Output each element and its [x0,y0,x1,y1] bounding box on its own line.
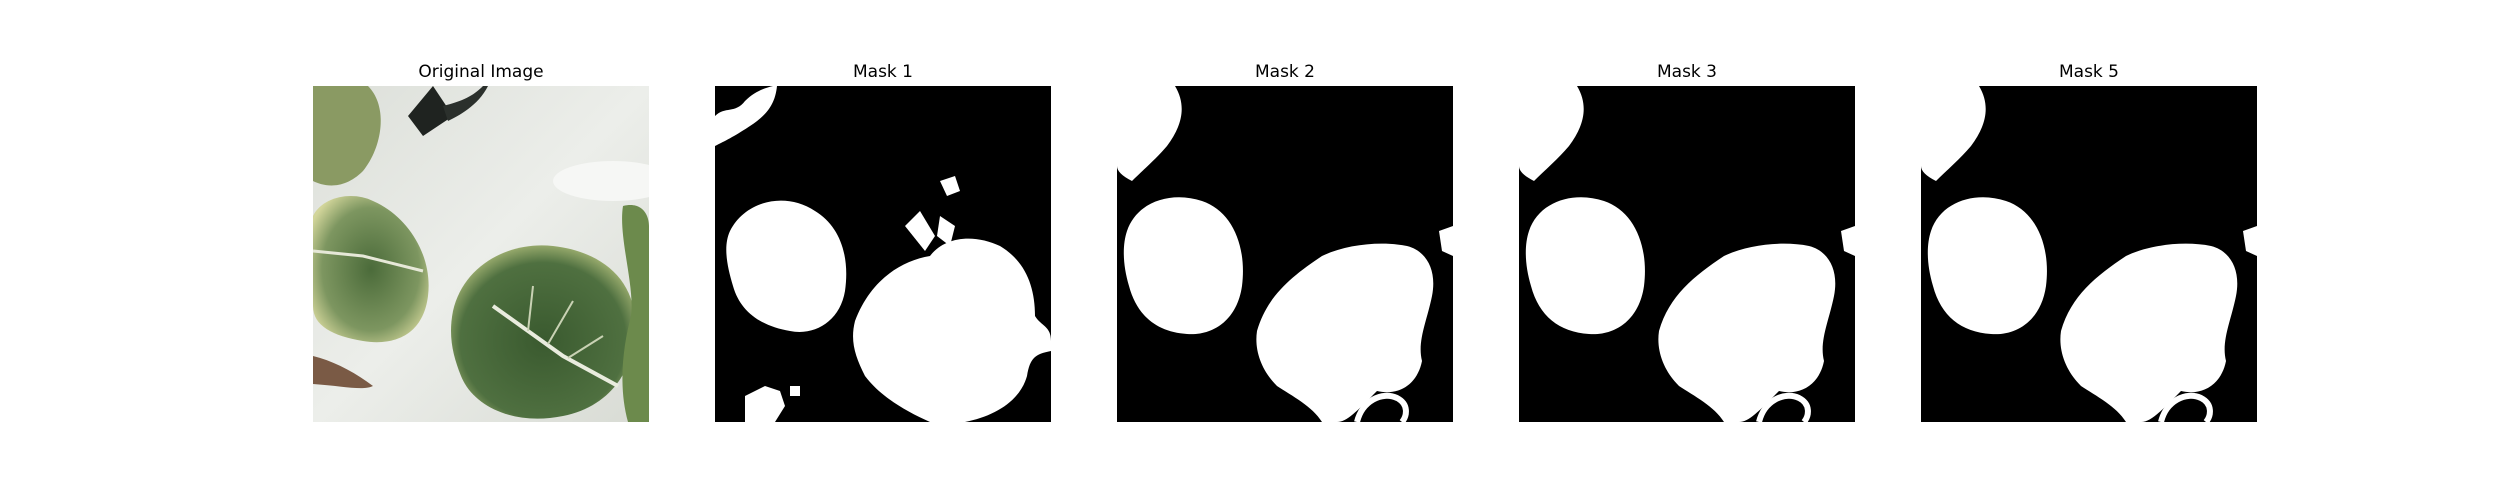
mask-image [715,86,1051,422]
mask-region-left-leaf [1123,197,1243,335]
leaf-vein [491,304,619,388]
panel-title: Mask 2 [1254,62,1315,82]
mask-region-ring [1756,392,1811,422]
panel-title: Mask 1 [852,62,913,82]
tray-hole [553,161,649,201]
panel-title: Mask 3 [1656,62,1717,82]
mask-region-top-left [1519,86,1584,181]
mask-3 [1519,86,1855,422]
root [313,356,373,389]
panel-mask-1: Mask 1 [715,62,1051,422]
mask-region-right-leaf [2060,243,2238,422]
panel-title: Mask 5 [2058,62,2119,82]
mask-region-right-leaf [853,238,1051,422]
mask-region-ring [1354,392,1409,422]
mask-region-top-left [715,86,777,146]
mask-2 [1117,86,1453,422]
mask-region-top-left [1921,86,1986,181]
mask-image [1519,86,1855,422]
dark-stem [408,86,453,136]
panel-mask-5: Mask 5 [1921,62,2257,422]
mask-region-top-left [1117,86,1182,181]
original-image [313,86,649,422]
mask-region-bottom [745,386,785,422]
left-leaf [313,196,429,343]
panel-title: Original Image [418,62,544,82]
top-left-leaf [313,86,381,186]
mask-region-left-leaf [1927,197,2047,335]
mask-1 [715,86,1051,422]
edge-leaf [622,205,649,422]
mask-region-right-leaf [1658,243,1836,422]
mask-image [1921,86,2257,422]
panel-mask-3: Mask 3 [1519,62,1855,422]
mask-image [1117,86,1453,422]
plant-photo [313,86,649,422]
panel-original-image: Original Image [313,62,649,422]
mask-5 [1921,86,2257,422]
mask-region-left-leaf [726,200,847,332]
right-leaf [450,245,636,419]
panel-mask-2: Mask 2 [1117,62,1453,422]
mask-region-right-leaf [1256,243,1434,422]
mask-region-left-leaf [1525,197,1645,335]
mask-region-ring [2158,392,2213,422]
